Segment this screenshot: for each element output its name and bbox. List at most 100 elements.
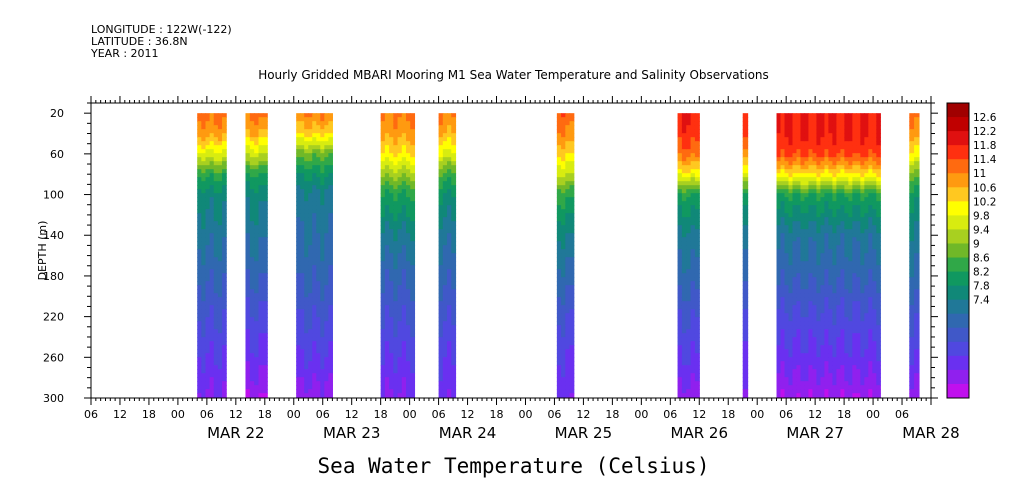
- heat-cell: [812, 129, 818, 134]
- heat-cell: [380, 281, 386, 286]
- heat-cell: [397, 241, 403, 246]
- heat-cell: [784, 209, 790, 214]
- heat-cell: [410, 297, 416, 302]
- heat-cell: [447, 201, 452, 206]
- heat-cell: [384, 209, 390, 214]
- heat-cell: [258, 337, 264, 342]
- heat-cell: [254, 393, 260, 398]
- heat-cell: [804, 281, 810, 286]
- heat-cell: [389, 177, 394, 182]
- heat-cell: [561, 173, 566, 178]
- heat-cell: [328, 317, 333, 322]
- heat-cell: [201, 357, 207, 362]
- data-block: [438, 113, 457, 398]
- heat-cell: [312, 213, 317, 218]
- heat-cell: [690, 249, 696, 254]
- heat-cell: [262, 185, 268, 190]
- heat-cell: [828, 329, 833, 334]
- heat-cell: [856, 237, 861, 242]
- heat-cell: [410, 241, 416, 246]
- heat-cell: [447, 273, 452, 278]
- heat-cell: [205, 337, 211, 342]
- heat-cell: [213, 217, 219, 222]
- heat-cell: [690, 325, 696, 330]
- heat-cell: [824, 133, 830, 138]
- heat-cell: [852, 293, 857, 298]
- heat-cell: [852, 201, 857, 206]
- heat-cell: [780, 173, 786, 178]
- heat-cell: [872, 113, 877, 118]
- heat-cell: [569, 297, 575, 302]
- heat-cell: [836, 309, 841, 314]
- heat-cell: [872, 393, 877, 398]
- heat-cell: [380, 125, 386, 130]
- heat-cell: [848, 309, 853, 314]
- heat-cell: [258, 289, 264, 294]
- heat-cell: [836, 281, 841, 286]
- heat-cell: [254, 165, 260, 170]
- heat-cell: [320, 369, 325, 374]
- heat-cell: [677, 341, 683, 346]
- heat-cell: [262, 205, 268, 210]
- heat-cell: [844, 245, 849, 250]
- heat-cell: [401, 341, 407, 346]
- heat-cell: [565, 329, 571, 334]
- heat-cell: [824, 365, 830, 370]
- heat-cell: [784, 337, 790, 342]
- heat-cell: [308, 117, 313, 122]
- heat-cell: [840, 253, 845, 258]
- heat-cell: [262, 337, 268, 342]
- heat-cell: [804, 305, 810, 310]
- heat-cell: [312, 205, 317, 210]
- heat-cell: [836, 145, 841, 150]
- heat-cell: [561, 145, 566, 150]
- heat-cell: [197, 201, 202, 206]
- heat-cell: [836, 217, 841, 222]
- heat-cell: [820, 133, 826, 138]
- heat-cell: [556, 217, 562, 222]
- heat-cell: [832, 385, 837, 390]
- heat-cell: [328, 149, 333, 154]
- heat-cell: [690, 117, 696, 122]
- heat-cell: [438, 325, 444, 330]
- heat-cell: [451, 317, 457, 322]
- heat-cell: [296, 173, 301, 178]
- heat-cell: [384, 217, 390, 222]
- heat-cell: [832, 353, 837, 358]
- heat-cell: [201, 337, 207, 342]
- heat-cell: [686, 233, 692, 238]
- heat-cell: [681, 265, 687, 270]
- heat-cell: [451, 377, 457, 382]
- heat-cell: [872, 185, 877, 190]
- heat-cell: [864, 185, 869, 190]
- heat-cell: [222, 321, 227, 326]
- heat-cell: [406, 137, 411, 142]
- heat-cell: [796, 297, 802, 302]
- heat-cell: [800, 321, 806, 326]
- heat-cell: [561, 181, 566, 186]
- heat-cell: [868, 321, 873, 326]
- heat-cell: [308, 149, 313, 154]
- heat-cell: [788, 181, 794, 186]
- heat-cell: [316, 261, 321, 266]
- heat-cell: [788, 121, 794, 126]
- heat-cell: [312, 241, 317, 246]
- heat-cell: [397, 253, 403, 258]
- heat-cell: [828, 333, 833, 338]
- heat-cell: [561, 129, 566, 134]
- heat-cell: [796, 225, 802, 230]
- heat-cell: [686, 305, 692, 310]
- heat-cell: [451, 389, 457, 394]
- heat-cell: [222, 341, 227, 346]
- heat-cell: [776, 381, 782, 386]
- heat-cell: [690, 193, 696, 198]
- heat-cell: [561, 241, 566, 246]
- heat-cell: [209, 137, 215, 142]
- heat-cell: [792, 173, 798, 178]
- heat-cell: [812, 269, 818, 274]
- heat-cell: [556, 285, 562, 290]
- heat-cell: [217, 349, 223, 354]
- heat-cell: [304, 229, 309, 234]
- heat-cell: [561, 333, 566, 338]
- heat-cell: [690, 121, 696, 126]
